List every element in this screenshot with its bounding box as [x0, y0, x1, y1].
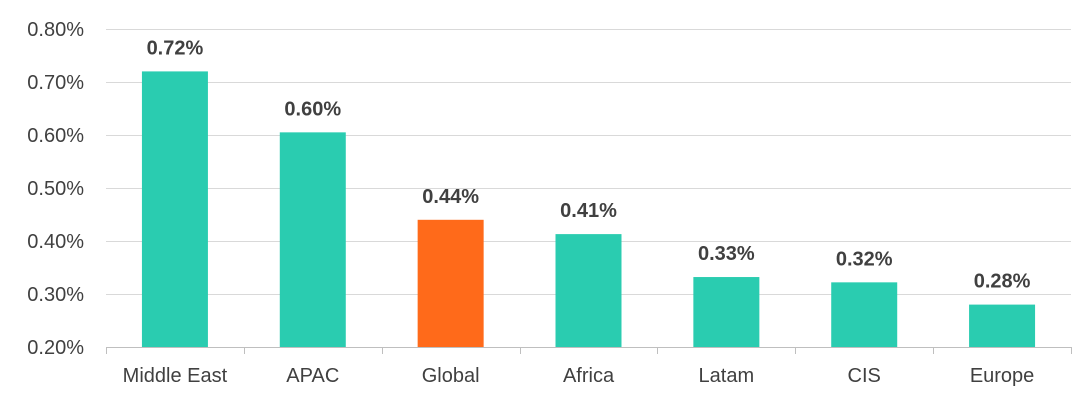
x-category-label: Europe [970, 365, 1035, 387]
data-label: 0.44% [422, 186, 479, 208]
y-tick-label: 0.50% [27, 178, 84, 200]
x-category-label: CIS [848, 365, 881, 387]
bar-apac [279, 132, 346, 347]
bar-latam [693, 277, 760, 347]
x-axis-category-labels: Middle East APAC Global Africa Latam CIS Europ… [123, 365, 1035, 387]
y-tick-label: 0.80% [27, 19, 84, 41]
bar-africa [555, 234, 622, 347]
data-label: 0.33% [698, 243, 755, 265]
y-tick-label: 0.20% [27, 337, 84, 359]
x-category-label: Africa [563, 365, 615, 387]
y-tick-label: 0.60% [27, 125, 84, 147]
x-category-label: Global [422, 365, 480, 387]
bar-middle-east [141, 71, 208, 348]
y-tick-label: 0.40% [27, 231, 84, 253]
gridlines [106, 29, 1071, 295]
y-tick-label: 0.30% [27, 284, 84, 306]
x-category-label: APAC [286, 365, 339, 387]
data-label: 0.41% [560, 200, 617, 222]
data-label: 0.60% [284, 98, 341, 120]
bar-global [417, 219, 484, 347]
bars [141, 71, 1036, 348]
x-category-label: Middle East [123, 365, 228, 387]
bar-cis [831, 282, 898, 347]
bar-europe [969, 304, 1036, 347]
data-label: 0.28% [974, 271, 1031, 293]
x-category-label: Latam [699, 365, 755, 387]
y-axis-tick-labels: 0.20% 0.30% 0.40% 0.50% 0.60% 0.70% 0.80% [27, 19, 84, 359]
data-label: 0.32% [836, 248, 893, 270]
x-axis [106, 347, 1072, 354]
data-label: 0.72% [147, 37, 204, 59]
y-tick-label: 0.70% [27, 72, 84, 94]
data-labels: 0.72% 0.60% 0.44% 0.41% 0.33% 0.32% 0.28% [147, 37, 1031, 292]
